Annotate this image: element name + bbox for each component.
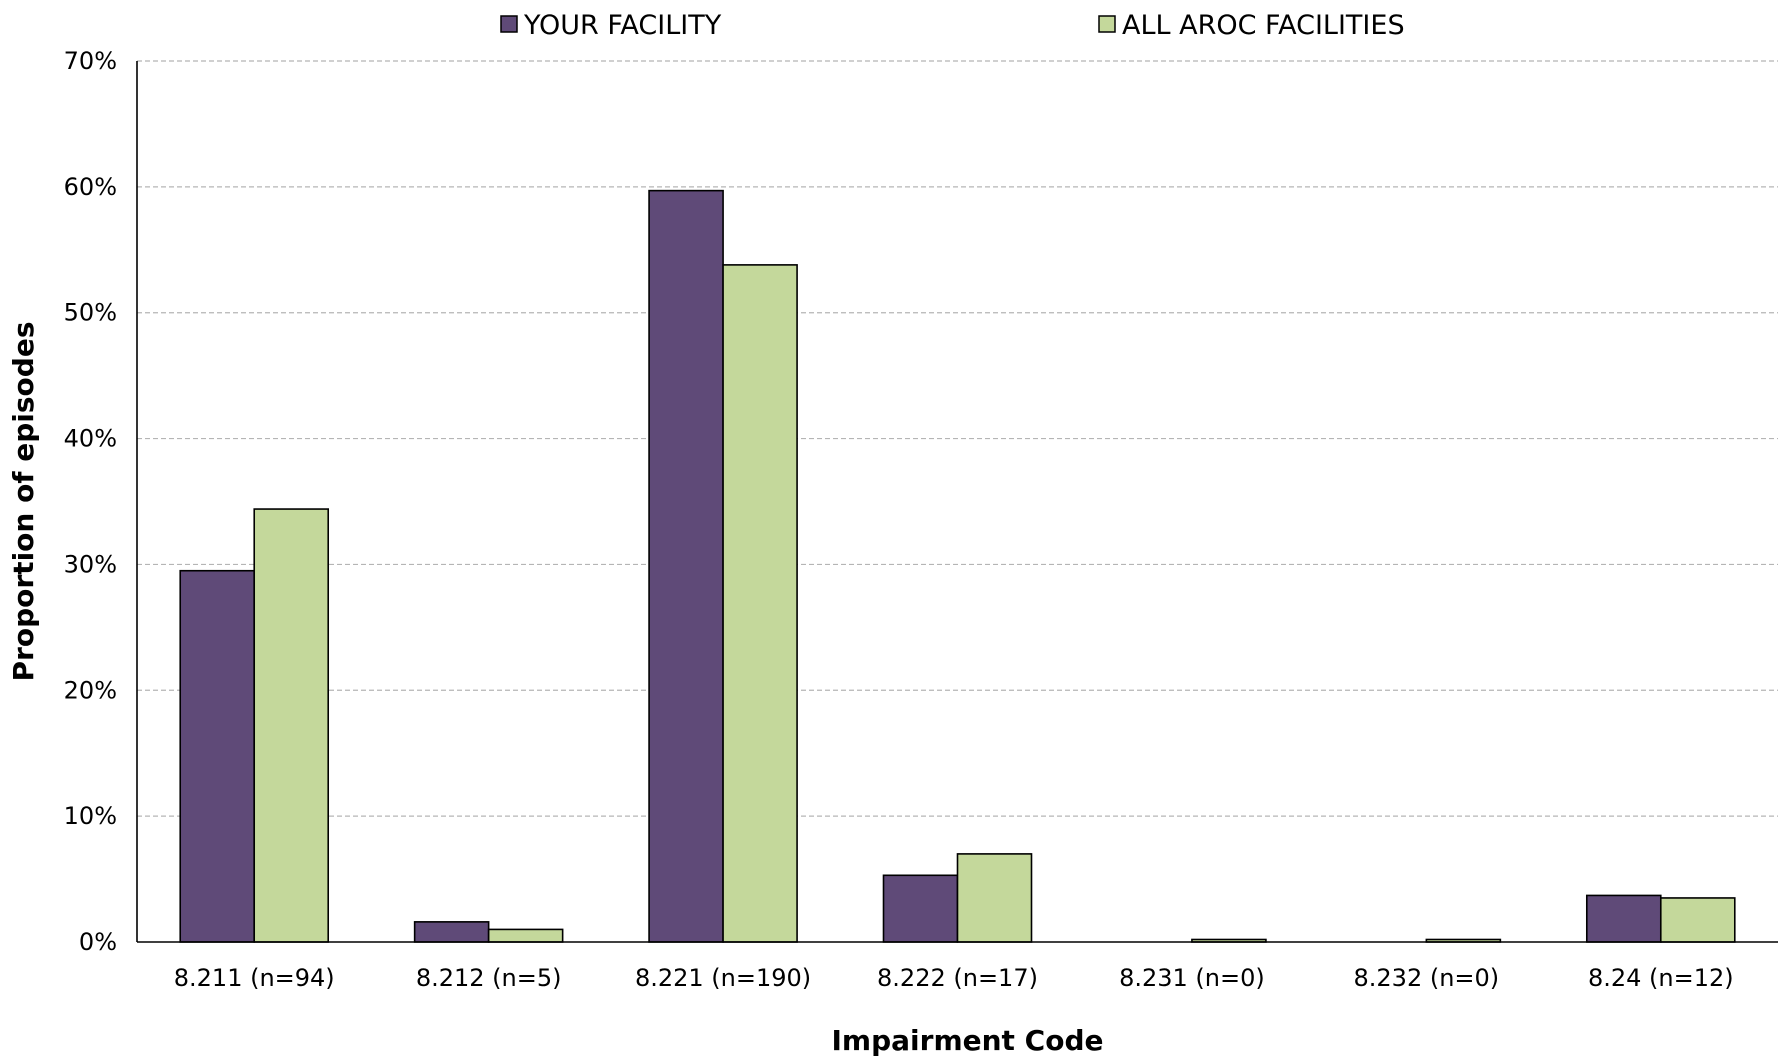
x-tick-label: 8.232 (n=0) — [1354, 964, 1500, 992]
x-tick-label: 8.211 (n=94) — [174, 964, 335, 992]
y-tick-label: 50% — [64, 299, 117, 327]
y-tick-label: 20% — [64, 676, 117, 704]
x-tick-label: 8.222 (n=17) — [877, 964, 1038, 992]
bar-all-aroc-facilities — [1659, 897, 1736, 943]
bar-your-facility — [882, 874, 959, 943]
bar-your-facility — [1585, 894, 1662, 943]
x-tick-label: 8.231 (n=0) — [1119, 964, 1265, 992]
bar-your-facility — [413, 921, 490, 943]
axis-labels: 0% 10% 20% 30% 40% 50% 60% 70% 8.211 (n=94) 8.212… — [7, 47, 1734, 1057]
bar-your-facility — [179, 569, 256, 943]
x-tick-label: 8.221 (n=190) — [635, 964, 811, 992]
bar-all-aroc-facilities — [487, 928, 564, 943]
y-tick-label: 70% — [64, 47, 117, 75]
x-axis-title: Impairment Code — [832, 1024, 1104, 1057]
y-tick-label: 40% — [64, 425, 117, 453]
gridlines — [137, 60, 1778, 817]
bar-all-aroc-facilities — [253, 508, 330, 943]
bar-all-aroc-facilities — [722, 264, 798, 943]
y-tick-label: 60% — [64, 173, 117, 201]
y-axis-title: Proportion of episodes — [7, 322, 40, 682]
legend-your-facility-label: YOUR FACILITY — [523, 10, 722, 41]
legend-all-aroc-facilities-label: ALL AROC FACILITIES — [1122, 10, 1405, 41]
bar-your-facility — [648, 189, 724, 943]
legend: YOUR FACILITY ALL AROC FACILITIES — [500, 10, 1405, 41]
y-tick-label: 0% — [79, 928, 117, 956]
bars — [179, 189, 1736, 943]
legend-all-aroc-facilities-swatch — [1098, 15, 1116, 33]
x-tick-label: 8.212 (n=5) — [416, 964, 562, 992]
legend-your-facility-swatch — [500, 15, 518, 33]
axes — [136, 61, 1778, 943]
x-tick-label: 8.24 (n=12) — [1588, 964, 1734, 992]
y-tick-label: 30% — [64, 550, 117, 578]
bar-all-aroc-facilities — [956, 853, 1033, 943]
y-tick-label: 10% — [64, 802, 117, 830]
